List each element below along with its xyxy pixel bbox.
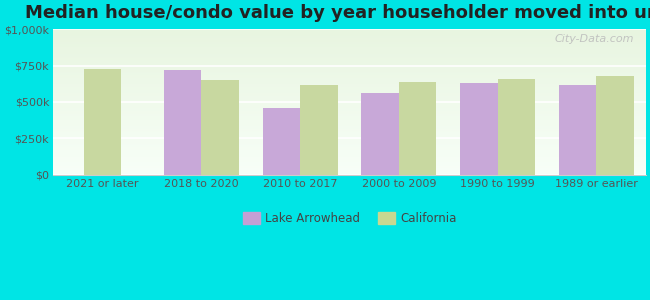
Bar — [399, 82, 437, 175]
Bar — [263, 108, 300, 175]
Bar — [498, 79, 535, 175]
Bar — [559, 85, 597, 175]
Bar — [164, 70, 202, 175]
Bar — [361, 93, 399, 175]
Legend: Lake Arrowhead, California: Lake Arrowhead, California — [238, 207, 462, 230]
Title: Median house/condo value by year householder moved into unit: Median house/condo value by year househo… — [25, 4, 650, 22]
Bar — [300, 85, 338, 175]
Bar — [84, 69, 122, 175]
Text: City-Data.com: City-Data.com — [554, 34, 634, 44]
Bar — [460, 83, 498, 175]
Bar — [202, 80, 239, 175]
Bar — [597, 76, 634, 175]
